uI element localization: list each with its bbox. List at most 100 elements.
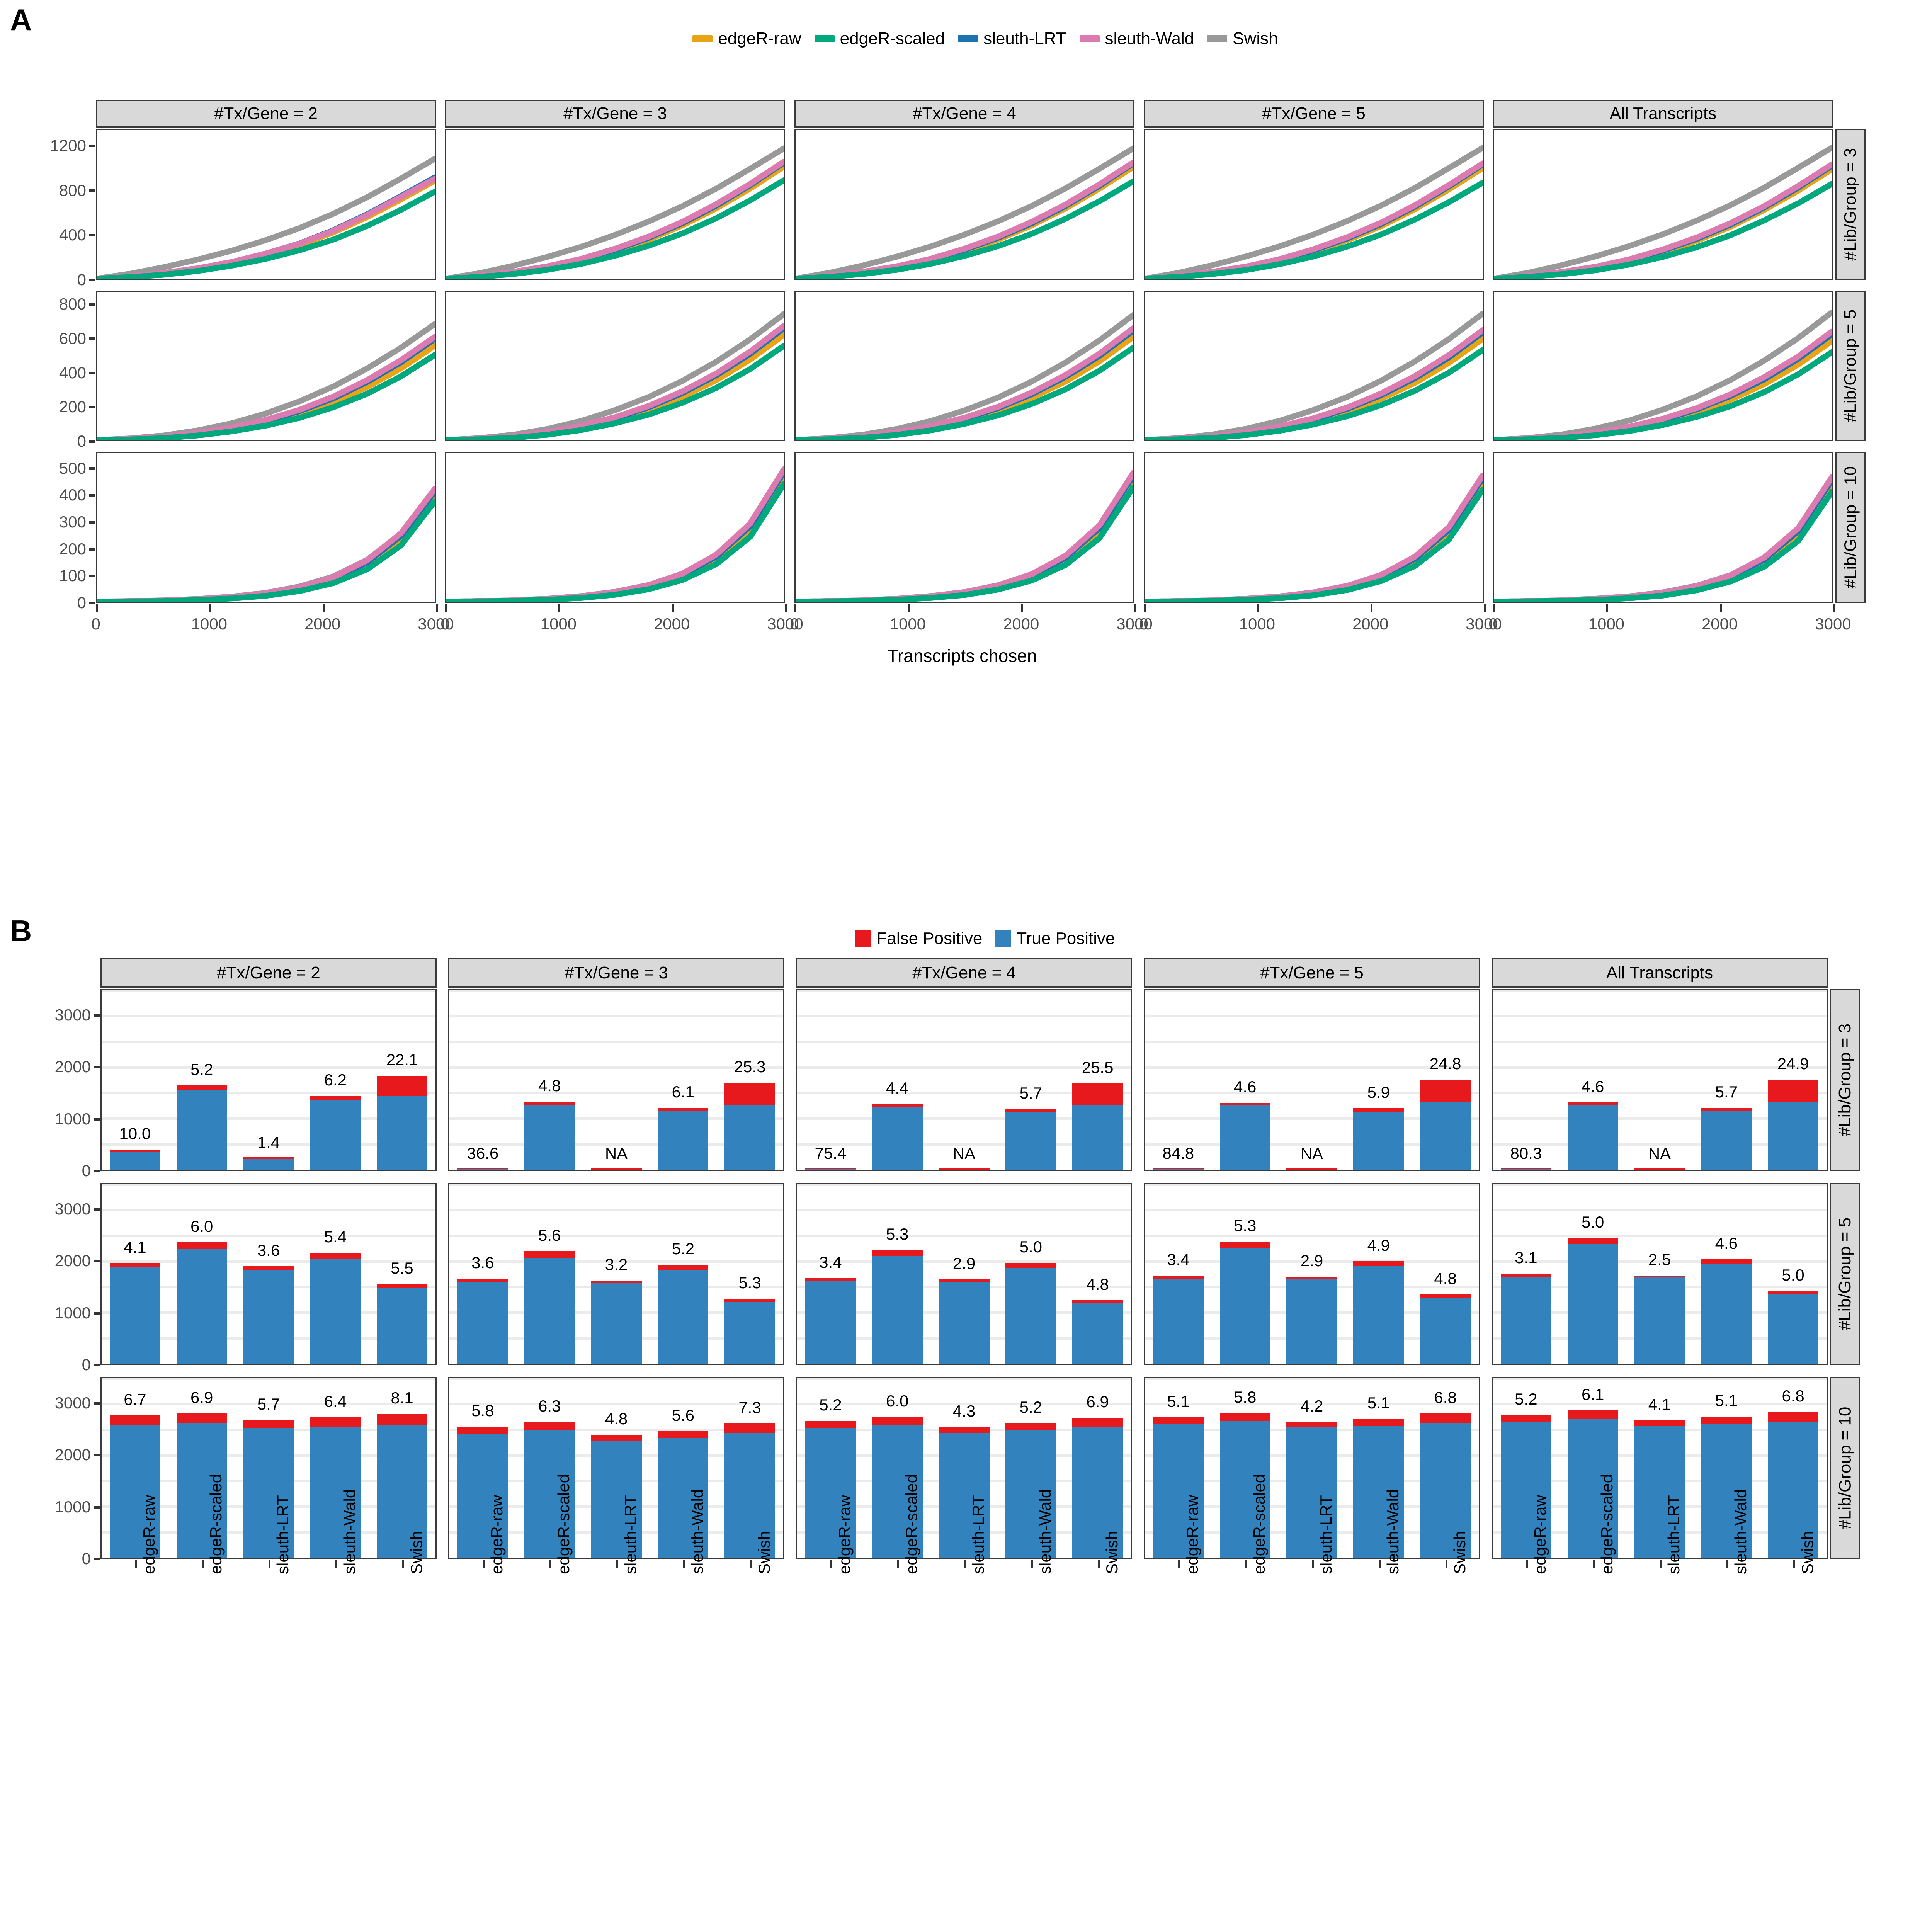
false-positive-segment bbox=[376, 1076, 428, 1097]
legend-item-false-positive[interactable]: False Positive bbox=[855, 929, 982, 948]
series-line-edger-scaled bbox=[446, 481, 784, 602]
true-positive-segment bbox=[1219, 1105, 1270, 1170]
stacked-bar-edger-raw bbox=[1500, 1168, 1552, 1170]
true-positive-segment bbox=[1567, 1419, 1618, 1558]
true-positive-segment bbox=[524, 1430, 575, 1558]
y-tick-mark bbox=[94, 1066, 100, 1069]
y-tick-label: 0 bbox=[77, 594, 86, 612]
x-tick-label: 3000 bbox=[1815, 615, 1851, 633]
gridline bbox=[1145, 1117, 1479, 1120]
false-positive-segment bbox=[1420, 1080, 1471, 1102]
false-positive-segment bbox=[724, 1298, 776, 1302]
x-category-label: Swish bbox=[407, 1531, 425, 1574]
gridline bbox=[797, 1117, 1131, 1120]
y-tick-label: 200 bbox=[59, 398, 86, 416]
x-tick-mark bbox=[1484, 604, 1486, 612]
stacked-bar-sleuth-wald bbox=[1701, 1417, 1752, 1558]
series-line-sleuth-wald bbox=[1145, 473, 1483, 602]
x-tick-label: 2000 bbox=[1003, 615, 1039, 633]
x-tick-label: 2000 bbox=[653, 615, 690, 633]
legend-item-sleuth-lrt[interactable]: sleuth-LRT bbox=[958, 29, 1066, 48]
facet-cell-r1-c2 bbox=[794, 291, 1134, 441]
x-tick-mark bbox=[1793, 1560, 1795, 1568]
x-tick-mark bbox=[269, 1560, 270, 1568]
stacked-bar-edger-raw bbox=[109, 1263, 161, 1364]
facet-col-strip-1: #Tx/Gene = 3 bbox=[445, 100, 785, 128]
false-positive-segment bbox=[109, 1263, 161, 1267]
false-positive-segment bbox=[1567, 1102, 1618, 1105]
bar-value-label: 5.1 bbox=[1167, 1392, 1190, 1410]
bar-value-label: 6.8 bbox=[1434, 1388, 1457, 1407]
gridline bbox=[102, 1092, 435, 1095]
gridline bbox=[1145, 1378, 1479, 1380]
gridline bbox=[1493, 1260, 1827, 1263]
stacked-bar-edger-scaled bbox=[176, 1242, 227, 1364]
false-positive-segment bbox=[1767, 1412, 1819, 1422]
x-category-label: sleuth-LRT bbox=[621, 1495, 639, 1574]
x-tick-mark bbox=[1378, 1560, 1381, 1568]
x-tick-mark bbox=[96, 604, 98, 612]
legend-label: sleuth-Wald bbox=[1105, 29, 1194, 48]
false-positive-segment bbox=[1353, 1419, 1404, 1426]
legend-item-edger-raw[interactable]: edgeR-raw bbox=[692, 29, 801, 48]
series-line-edger-raw bbox=[97, 178, 435, 279]
x-category-label: sleuth-LRT bbox=[274, 1495, 292, 1574]
facet-col-strip-2: #Tx/Gene = 4 bbox=[796, 958, 1132, 988]
y-tick-label: 800 bbox=[59, 295, 86, 313]
gridline bbox=[449, 1260, 783, 1263]
y-tick-mark bbox=[94, 1260, 100, 1263]
stacked-bar-swish bbox=[1072, 1300, 1123, 1364]
bar-value-label: 6.1 bbox=[672, 1082, 694, 1101]
series-line-edger-scaled bbox=[97, 498, 435, 602]
false-positive-segment bbox=[1005, 1109, 1056, 1112]
bar-value-label: 1.4 bbox=[257, 1133, 280, 1151]
false-positive-segment bbox=[658, 1431, 709, 1439]
legend-item-true-positive[interactable]: True Positive bbox=[995, 929, 1115, 948]
false-positive-segment bbox=[939, 1279, 990, 1282]
x-tick-mark bbox=[1445, 1560, 1447, 1568]
facet-col-strip-3: #Tx/Gene = 5 bbox=[1144, 100, 1484, 128]
facet-row-strip-2: #Lib/Group = 10 bbox=[1830, 1377, 1860, 1559]
gridline bbox=[449, 1378, 783, 1380]
y-tick-mark bbox=[89, 303, 95, 306]
true-positive-segment bbox=[1701, 1424, 1752, 1558]
true-positive-segment bbox=[1072, 1427, 1123, 1558]
bar-value-label: 80.3 bbox=[1510, 1144, 1542, 1162]
stacked-bar-edger-raw bbox=[1153, 1168, 1204, 1170]
facet-cell-r1-c1: 3.6 5.6 3.2 5.2 5.3 bbox=[448, 1183, 784, 1365]
y-tick-mark bbox=[89, 440, 95, 443]
legend-item-sleuth-wald[interactable]: sleuth-Wald bbox=[1079, 29, 1194, 48]
bar-value-label: 3.2 bbox=[605, 1255, 628, 1274]
gridline bbox=[102, 1184, 435, 1186]
true-positive-segment bbox=[243, 1158, 294, 1170]
bar-value-label: 3.4 bbox=[1167, 1250, 1190, 1269]
true-positive-segment bbox=[376, 1425, 428, 1558]
bar-value-label: 3.1 bbox=[1515, 1248, 1537, 1267]
x-tick-mark bbox=[1593, 1560, 1595, 1568]
true-positive-segment bbox=[1500, 1169, 1552, 1170]
bar-value-label: 4.8 bbox=[605, 1410, 628, 1428]
true-positive-segment bbox=[109, 1267, 161, 1364]
false-positive-segment bbox=[376, 1413, 428, 1425]
x-category-label: sleuth-LRT bbox=[1317, 1495, 1335, 1574]
line-chart bbox=[796, 145, 1133, 279]
facet-cell-r0-c1: 36.6 4.8 NA 6.1 25.3 bbox=[448, 989, 784, 1171]
series-line-edger-scaled bbox=[1145, 180, 1483, 279]
line-chart bbox=[1145, 145, 1483, 279]
x-tick-label: 0 bbox=[1139, 615, 1148, 633]
series-line-edger-scaled bbox=[446, 177, 784, 279]
gridline bbox=[449, 1184, 783, 1186]
bar-value-label: 5.3 bbox=[1234, 1216, 1257, 1235]
stacked-bar-edger-raw bbox=[457, 1426, 509, 1558]
stacked-bar-swish bbox=[724, 1083, 776, 1170]
true-positive-segment bbox=[524, 1257, 575, 1364]
gridline bbox=[1493, 1403, 1827, 1406]
false-positive-segment bbox=[724, 1083, 776, 1105]
legend-item-edger-scaled[interactable]: edgeR-scaled bbox=[814, 29, 945, 48]
true-positive-segment bbox=[939, 1281, 990, 1364]
legend-item-swish[interactable]: Swish bbox=[1207, 29, 1278, 48]
stacked-bar-edger-raw bbox=[1153, 1276, 1204, 1364]
false-positive-segment bbox=[1500, 1274, 1552, 1277]
stacked-bar-swish bbox=[1072, 1418, 1123, 1558]
facet-row-strip-0: #Lib/Group = 3 bbox=[1830, 989, 1860, 1171]
